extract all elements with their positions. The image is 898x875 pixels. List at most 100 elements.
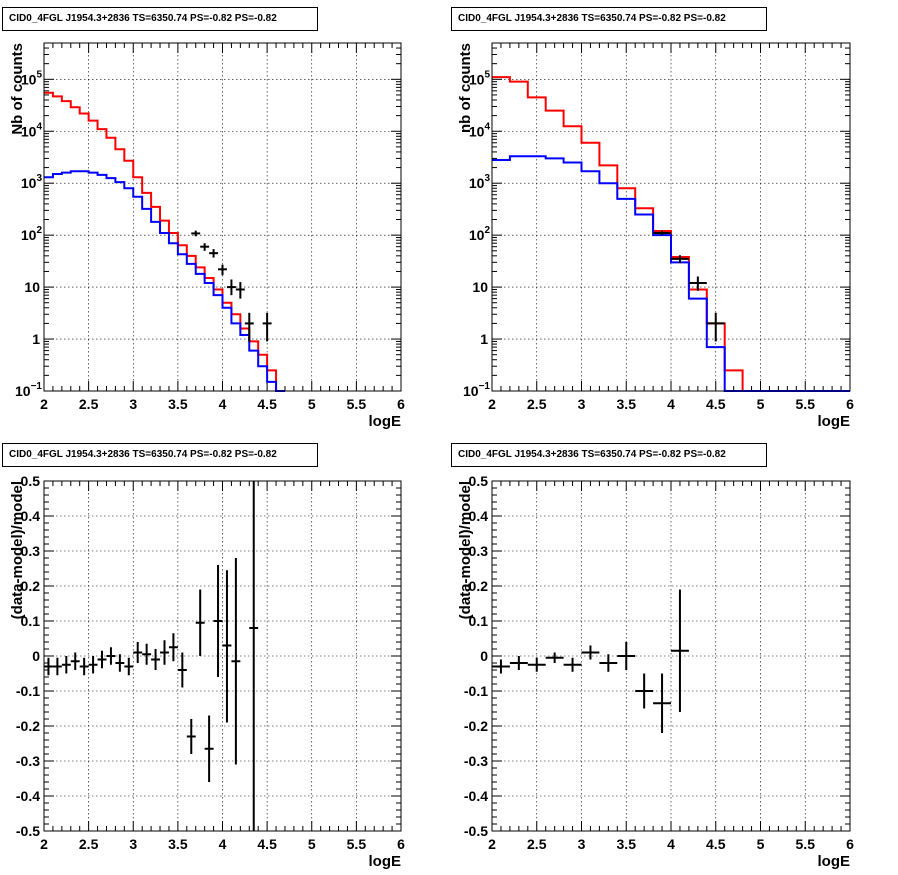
y-tick-label: 103 [469, 173, 491, 191]
x-tick-label: 6 [397, 396, 405, 412]
chart-svg: 2 2.5 3 3.5 4 4.5 5 5.5 6 10−1 1 10 102 103 104 105 logE… [457, 42, 854, 430]
data-point [204, 715, 214, 782]
x-tick-label: 4.5 [706, 396, 726, 412]
x-tick-label: 2.5 [79, 396, 99, 412]
data-point [244, 312, 254, 342]
x-tick-label: 2.5 [79, 836, 99, 852]
chart-title: CID0_4FGL J1954.3+2836 TS=6350.74 PS=-0.… [451, 7, 767, 31]
y-tick-label: 0.4 [21, 508, 41, 524]
chart-title: CID0_4FGL J1954.3+2836 TS=6350.74 PS=-0.… [2, 443, 318, 467]
y-tick-label: 105 [21, 69, 43, 87]
data-point [527, 657, 546, 672]
data-point [581, 645, 600, 660]
x-tick-label: 4 [219, 836, 227, 852]
data-point [115, 654, 125, 672]
y-tick-label: 102 [469, 225, 491, 243]
y-tick-label: 10−1 [15, 381, 42, 399]
x-tick-label: 2 [40, 836, 48, 852]
x-tick-label: 3.5 [168, 396, 188, 412]
axis-ticks [43, 42, 402, 392]
data-point [222, 570, 232, 723]
x-tick-label: 3.5 [617, 836, 637, 852]
x-tick-label: 2 [40, 396, 48, 412]
y-tick-label: 103 [21, 173, 43, 191]
y-tick-label: 0.2 [21, 578, 41, 594]
y-tick-label: -0.1 [16, 683, 40, 699]
data-point [52, 657, 62, 676]
x-axis-label: logE [818, 853, 851, 870]
y-tick-label: -0.4 [464, 788, 488, 804]
y-tick-label: 0.3 [21, 543, 41, 559]
y-tick-label: 1 [480, 331, 488, 347]
grid [492, 481, 850, 831]
axis-ticks [43, 480, 402, 832]
data-point [706, 312, 725, 342]
y-tick-label: -0.2 [16, 718, 40, 734]
data-point [142, 643, 152, 665]
data-point [545, 652, 564, 663]
y-tick-label: 1 [32, 331, 40, 347]
x-tick-label: 5.5 [796, 836, 816, 852]
x-axis-label: logE [818, 413, 851, 430]
pad-top-left: CID0_4FGL J1954.3+2836 TS=6350.74 PS=-0.… [0, 0, 449, 437]
data-point [124, 657, 134, 676]
x-tick-label: 3 [129, 836, 137, 852]
data-point [44, 657, 53, 676]
data-point [635, 673, 654, 709]
y-axis-label: Nb of counts [9, 43, 26, 135]
x-tick-label: 4 [219, 396, 227, 412]
x-tick-label: 2.5 [527, 396, 547, 412]
y-axis-label: (data-model)/model [457, 481, 474, 619]
data-point [671, 255, 689, 264]
pad-top-right: CID0_4FGL J1954.3+2836 TS=6350.74 PS=-0.… [0, 0, 898, 437]
series-line [44, 91, 285, 392]
axis-ticks [491, 480, 851, 832]
y-tick-label: -0.5 [16, 823, 40, 839]
x-tick-label: 6 [846, 396, 854, 412]
x-tick-label: 3 [578, 836, 586, 852]
y-tick-label: -0.1 [464, 683, 488, 699]
x-tick-label: 5.5 [347, 396, 367, 412]
data-point [688, 276, 707, 291]
x-tick-label: 2 [488, 836, 496, 852]
y-tick-label: 10 [24, 279, 40, 295]
y-tick-label: -0.5 [464, 823, 488, 839]
chart-title: CID0_4FGL J1954.3+2836 TS=6350.74 PS=-0.… [2, 7, 318, 31]
data-point [151, 649, 161, 670]
y-tick-label: 104 [21, 121, 43, 139]
series-line [44, 170, 285, 392]
plot-frame [43, 42, 402, 392]
y-tick-label: 0 [480, 648, 488, 664]
x-axis-label: logE [369, 853, 402, 870]
data-point [231, 558, 241, 765]
data-point [61, 656, 71, 674]
y-tick-label: 102 [21, 225, 43, 243]
y-tick-label: -0.4 [16, 788, 40, 804]
data-point [226, 279, 236, 296]
data-point [563, 657, 582, 672]
data-point [195, 589, 205, 656]
plot-frame [43, 480, 402, 832]
data-point [209, 249, 219, 258]
data-point [492, 659, 510, 674]
y-tick-label: 104 [469, 121, 491, 139]
plot-frame [491, 480, 851, 832]
data-point [213, 565, 223, 677]
y-tick-label: 0.4 [469, 508, 489, 524]
data-point [106, 647, 116, 665]
data-point [177, 652, 187, 688]
y-tick-label: 0.1 [469, 613, 489, 629]
chart-svg: 2 2.5 3 3.5 4 4.5 5 5.5 6 10−1 1 10 102 103 104 105 logE… [9, 42, 405, 430]
x-tick-label: 4.5 [257, 396, 277, 412]
y-tick-label: -0.3 [464, 753, 488, 769]
y-tick-label: 10 [472, 279, 488, 295]
x-tick-label: 4.5 [257, 836, 277, 852]
pad-bottom-left: CID0_4FGL J1954.3+2836 TS=6350.74 PS=-0.… [2, 443, 405, 870]
data-point [599, 654, 618, 672]
x-tick-label: 6 [846, 836, 854, 852]
data-point [653, 230, 671, 236]
x-tick-label: 2.5 [527, 836, 547, 852]
chart-title: CID0_4FGL J1954.3+2836 TS=6350.74 PS=-0.… [451, 443, 767, 467]
